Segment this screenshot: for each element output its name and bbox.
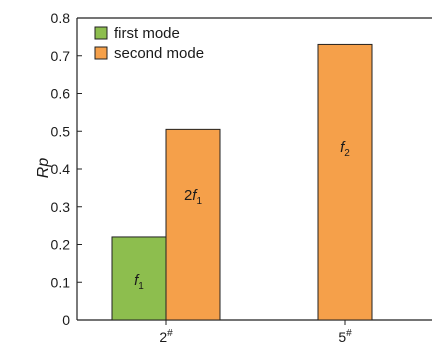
y-tick-label: 0.5 [51, 123, 71, 139]
y-tick-label: 0.1 [51, 274, 71, 290]
bar-second-mode-0 [165, 128, 221, 321]
y-tick-label: 0.4 [51, 161, 71, 177]
bar-second-mode-1 [317, 43, 373, 321]
legend-swatch-first-mode [94, 26, 108, 40]
legend-label: second mode [114, 45, 204, 62]
bar-labels: f1 2f1 f2 [134, 139, 350, 292]
bar-first-mode-0 [111, 236, 167, 321]
bar-label: f1 [134, 272, 144, 292]
bar-label: 2f1 [184, 187, 203, 207]
legend-label: first mode [114, 25, 180, 42]
x-axis: 2# 5# [159, 320, 352, 345]
y-tick-label: 0.6 [51, 86, 71, 102]
y-axis: 0 0.1 0.2 0.3 0.4 0.5 0.6 0.7 0.8 [51, 10, 82, 328]
legend: first mode second mode [94, 25, 204, 62]
y-tick-label: 0.7 [51, 48, 71, 64]
y-tick-label: 0.8 [51, 10, 71, 26]
legend-swatch-second-mode [94, 46, 108, 60]
y-axis-title: Rp [35, 158, 52, 179]
y-tick-label: 0.3 [51, 199, 71, 215]
y-tick-label: 0 [62, 312, 70, 328]
y-tick-label: 0.2 [51, 237, 71, 253]
x-tick-label: 5# [338, 328, 352, 345]
bars [111, 43, 373, 321]
x-tick-label: 2# [159, 328, 173, 345]
bar-label: f2 [340, 139, 350, 159]
